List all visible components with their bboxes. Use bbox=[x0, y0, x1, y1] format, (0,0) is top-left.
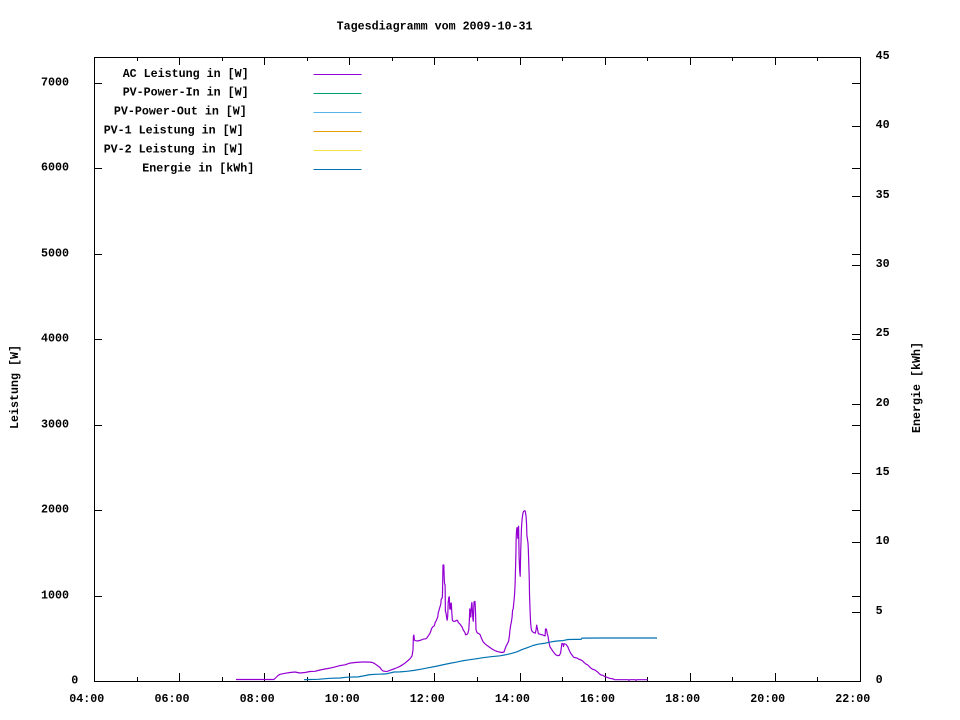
svg-text:Energie [kWh]: Energie [kWh] bbox=[910, 342, 924, 433]
svg-text:15: 15 bbox=[876, 465, 890, 479]
svg-text:5: 5 bbox=[876, 604, 883, 618]
svg-text:20:00: 20:00 bbox=[750, 692, 785, 706]
svg-text:14:00: 14:00 bbox=[495, 692, 530, 706]
svg-text:3000: 3000 bbox=[41, 418, 69, 432]
svg-text:10: 10 bbox=[876, 534, 890, 548]
svg-text:04:00: 04:00 bbox=[69, 692, 104, 706]
svg-text:35: 35 bbox=[876, 188, 890, 202]
svg-text:PV-Power-Out in [W]: PV-Power-Out in [W] bbox=[114, 105, 247, 119]
svg-text:22:00: 22:00 bbox=[835, 692, 870, 706]
svg-text:06:00: 06:00 bbox=[155, 692, 190, 706]
svg-text:16:00: 16:00 bbox=[580, 692, 615, 706]
svg-text:2000: 2000 bbox=[41, 503, 69, 517]
svg-text:1000: 1000 bbox=[41, 589, 69, 603]
svg-text:Leistung [W]: Leistung [W] bbox=[8, 345, 22, 429]
svg-text:6000: 6000 bbox=[41, 161, 69, 175]
svg-text:18:00: 18:00 bbox=[665, 692, 700, 706]
svg-text:12:00: 12:00 bbox=[410, 692, 445, 706]
svg-text:7000: 7000 bbox=[41, 76, 69, 90]
svg-text:0: 0 bbox=[876, 673, 883, 687]
svg-text:PV-Power-In in [W]: PV-Power-In in [W] bbox=[123, 86, 249, 100]
svg-text:4000: 4000 bbox=[41, 332, 69, 346]
svg-text:10:00: 10:00 bbox=[325, 692, 360, 706]
svg-text:AC Leistung in [W]: AC Leistung in [W] bbox=[123, 67, 249, 81]
svg-text:20: 20 bbox=[876, 396, 890, 410]
svg-text:5000: 5000 bbox=[41, 247, 69, 261]
svg-text:Tagesdiagramm vom 2009-10-31: Tagesdiagramm vom 2009-10-31 bbox=[337, 20, 533, 34]
svg-text:40: 40 bbox=[876, 118, 890, 132]
svg-text:30: 30 bbox=[876, 257, 890, 271]
svg-text:45: 45 bbox=[876, 49, 890, 63]
svg-text:PV-1 Leistung in [W]: PV-1 Leistung in [W] bbox=[104, 124, 244, 138]
svg-text:25: 25 bbox=[876, 326, 890, 340]
svg-text:08:00: 08:00 bbox=[240, 692, 275, 706]
svg-text:Energie in [kWh]: Energie in [kWh] bbox=[142, 161, 254, 175]
svg-text:0: 0 bbox=[71, 674, 78, 688]
svg-text:PV-2 Leistung in [W]: PV-2 Leistung in [W] bbox=[104, 143, 244, 157]
